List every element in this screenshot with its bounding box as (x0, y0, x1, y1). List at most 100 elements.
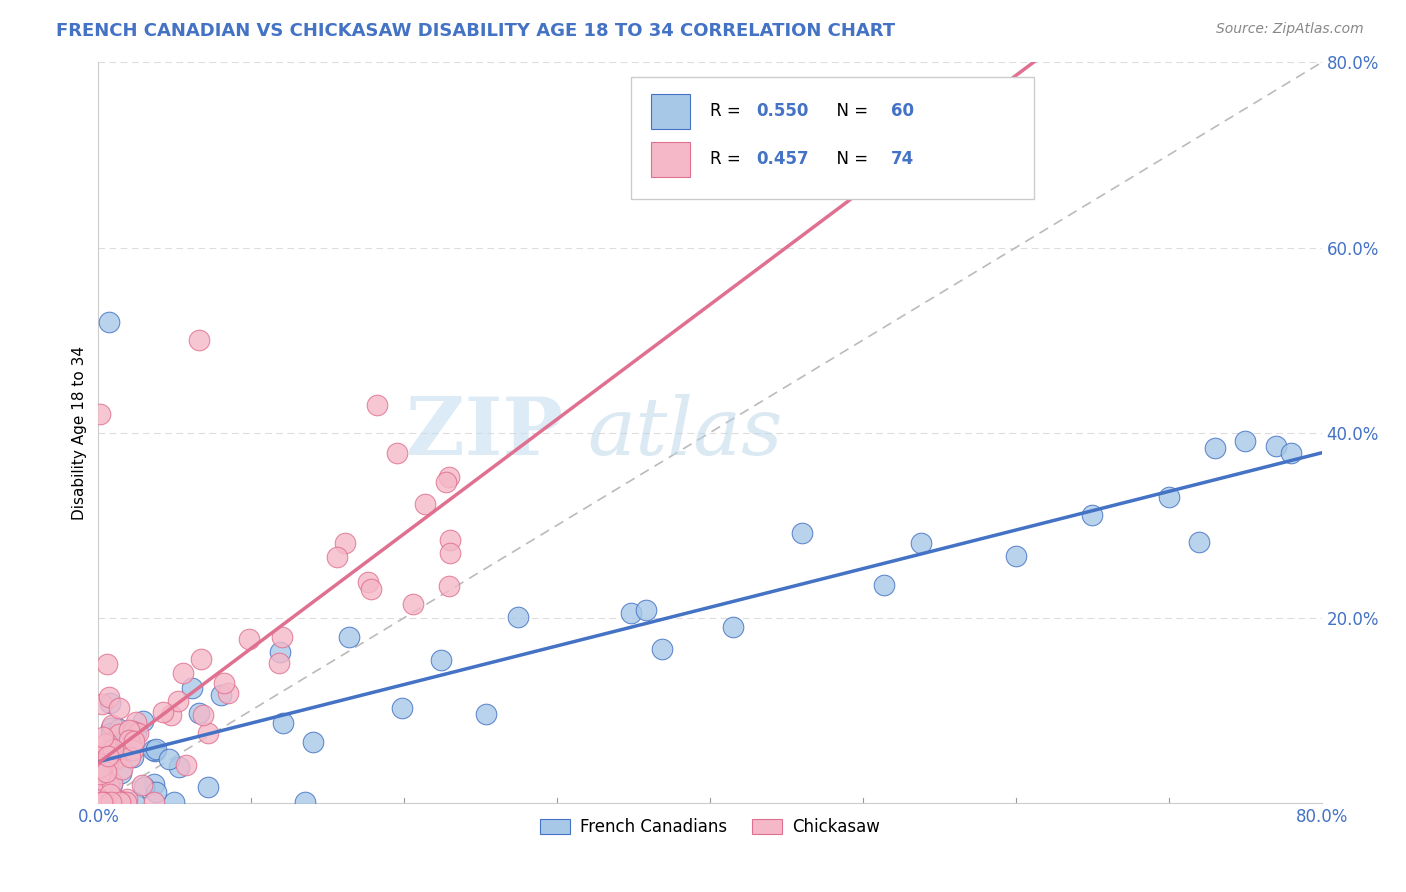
Point (366, 398, 388, 412)
Point (721, 620, 744, 634)
Point (97, 315, 120, 329)
Point (98, 740, 121, 755)
Point (267, 656, 290, 670)
Point (122, 795, 145, 809)
Point (873, 578, 896, 592)
Point (93, 737, 115, 751)
Point (108, 795, 131, 809)
Point (89, 779, 111, 793)
Point (651, 642, 673, 657)
Point (508, 610, 530, 624)
Text: Source: ZipAtlas.com: Source: ZipAtlas.com (1216, 22, 1364, 37)
Point (430, 653, 453, 667)
Point (108, 700, 131, 714)
Point (100, 721, 122, 735)
Point (333, 536, 356, 550)
Y-axis label: Disability Age 18 to 34: Disability Age 18 to 34 (72, 345, 87, 520)
Point (1279, 446, 1302, 460)
Point (108, 794, 131, 808)
Point (337, 630, 360, 644)
Point (193, 707, 215, 722)
Text: 0.457: 0.457 (756, 151, 808, 169)
Point (1264, 438, 1286, 452)
Point (110, 766, 132, 780)
Point (301, 735, 323, 749)
Point (121, 724, 143, 739)
Point (1157, 490, 1180, 504)
Point (101, 742, 124, 756)
Point (124, 725, 146, 739)
Point (101, 775, 124, 789)
Point (90, 795, 112, 809)
Point (97, 784, 120, 798)
Text: 0.550: 0.550 (756, 103, 808, 120)
Point (122, 743, 145, 757)
Point (91, 795, 114, 809)
Point (143, 744, 166, 758)
Point (172, 665, 194, 680)
Point (115, 791, 138, 805)
Point (214, 675, 236, 690)
Text: 74: 74 (891, 151, 914, 169)
Point (101, 777, 124, 791)
Point (238, 632, 260, 646)
Point (634, 603, 657, 617)
Point (96, 736, 118, 750)
Point (115, 731, 138, 746)
Point (96, 753, 118, 767)
Point (1188, 535, 1211, 549)
Point (98, 690, 121, 704)
Point (294, 795, 316, 809)
Point (143, 776, 166, 790)
Legend: French Canadians, Chickasaw: French Canadians, Chickasaw (533, 811, 887, 843)
Point (188, 706, 211, 721)
Point (122, 750, 145, 764)
Point (96, 795, 118, 809)
Point (1004, 549, 1026, 564)
Point (145, 742, 167, 756)
Point (270, 630, 292, 644)
Text: R =: R = (710, 103, 747, 120)
Point (439, 533, 461, 547)
Point (439, 469, 461, 483)
Point (434, 475, 457, 489)
Point (91, 697, 114, 711)
Point (103, 742, 125, 756)
Point (160, 708, 183, 723)
Point (142, 743, 165, 757)
Point (157, 752, 180, 766)
Point (97, 780, 120, 794)
Point (98, 696, 121, 710)
Point (115, 795, 138, 809)
Text: N =: N = (827, 103, 873, 120)
Point (89, 760, 111, 774)
Point (181, 681, 204, 696)
Point (96, 748, 118, 763)
Point (89, 407, 111, 421)
Point (100, 726, 122, 740)
Point (360, 582, 382, 597)
Text: N =: N = (827, 151, 873, 169)
FancyBboxPatch shape (651, 94, 690, 129)
Point (326, 549, 349, 564)
Point (104, 752, 127, 766)
Point (1234, 434, 1257, 449)
Point (357, 574, 380, 589)
Point (90, 795, 112, 809)
Point (114, 795, 136, 809)
Point (166, 693, 188, 707)
Point (93, 795, 115, 809)
Point (131, 779, 153, 793)
Point (437, 579, 460, 593)
Point (217, 686, 239, 700)
Point (91, 778, 114, 792)
Point (110, 795, 132, 809)
Point (385, 446, 408, 460)
Point (142, 795, 165, 809)
Text: FRENCH CANADIAN VS CHICKASAW DISABILITY AGE 18 TO 34 CORRELATION CHART: FRENCH CANADIAN VS CHICKASAW DISABILITY … (56, 22, 896, 40)
Point (167, 760, 190, 774)
Point (96, 764, 118, 779)
Point (475, 706, 498, 721)
FancyBboxPatch shape (630, 78, 1035, 200)
Point (132, 780, 155, 794)
